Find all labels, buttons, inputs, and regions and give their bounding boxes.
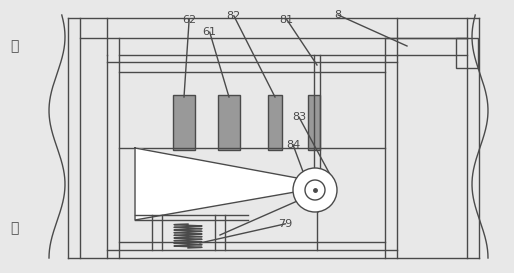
Text: 后: 后 — [10, 39, 19, 53]
Text: 7: 7 — [304, 192, 311, 201]
Text: 79: 79 — [278, 219, 292, 229]
Bar — [268, 95, 282, 150]
Text: 81: 81 — [280, 15, 294, 25]
Text: 84: 84 — [286, 140, 300, 150]
Bar — [456, 38, 478, 68]
Text: 8: 8 — [335, 10, 342, 20]
Circle shape — [293, 168, 337, 212]
Text: 62: 62 — [182, 15, 196, 25]
Bar — [173, 95, 195, 150]
Text: 61: 61 — [203, 27, 217, 37]
Text: 前: 前 — [10, 221, 19, 235]
Bar — [308, 95, 320, 150]
Polygon shape — [135, 148, 335, 220]
Text: 83: 83 — [292, 112, 306, 122]
Text: 82: 82 — [227, 11, 241, 21]
Bar — [218, 95, 240, 150]
